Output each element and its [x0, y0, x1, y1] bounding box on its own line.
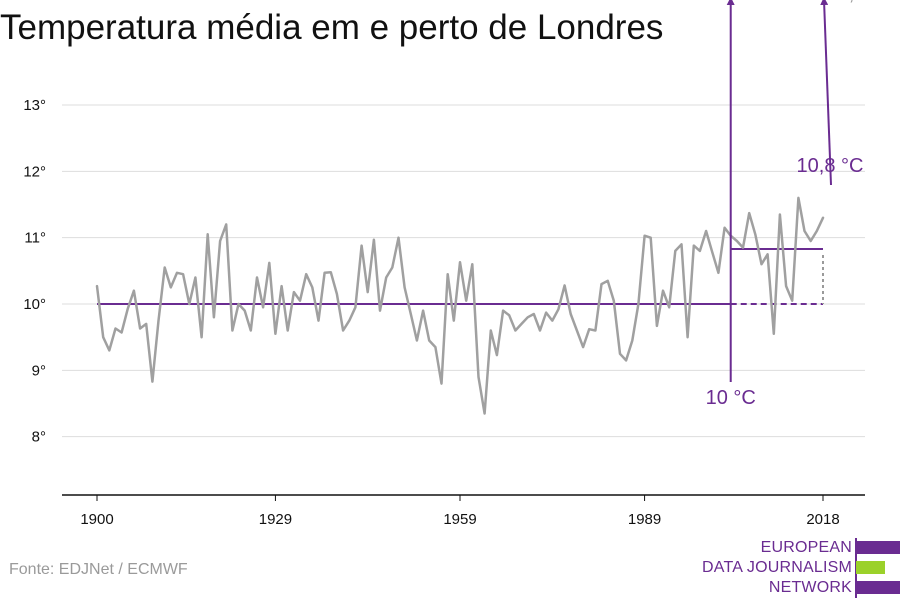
- y-tick-label-8: 8°: [32, 429, 46, 446]
- annotation-label-delta: +0,8°: [826, 0, 873, 5]
- y-tick-label-9: 9°: [32, 362, 46, 379]
- x-tick-label-1929: 1929: [259, 511, 292, 528]
- y-tick-label-10: 10°: [23, 296, 46, 313]
- x-axis: 1900 1929 1959 1989 2018: [62, 494, 865, 528]
- chart-title: Temperatura média em e perto de Londres: [0, 8, 664, 47]
- x-tick-label-1989: 1989: [628, 511, 661, 528]
- y-tick-label-11: 11°: [24, 230, 46, 247]
- logo-bar-2: [856, 561, 885, 574]
- x-tick-label-2018: 2018: [806, 511, 839, 528]
- edjnet-logo[interactable]: EUROPEAN DATA JOURNALISM NETWORK: [700, 538, 900, 598]
- logo-bar-3: [856, 581, 900, 594]
- y-tick-label-12: 12°: [23, 163, 46, 180]
- logo-line-1: EUROPEAN: [760, 539, 852, 556]
- logo-line-2: DATA JOURNALISM: [702, 559, 852, 576]
- annotation-label-10: 10 °C: [706, 387, 756, 409]
- series-layer: [95, 196, 825, 415]
- source-note: Fonte: EDJNet / ECMWF: [9, 561, 188, 578]
- x-tick-label-1900: 1900: [80, 511, 113, 528]
- y-tick-label-13: 13°: [23, 97, 46, 114]
- x-tick-label-1959: 1959: [443, 511, 476, 528]
- annotations: 10,8 °C10 °C+0,8°: [706, 0, 873, 409]
- logo-line-3: NETWORK: [768, 579, 852, 596]
- annotation-arrow-10-8: [820, 0, 832, 186]
- series-line-temperature: [95, 196, 825, 415]
- logo-bar-1: [856, 541, 900, 554]
- y-tick-labels: 8° 9° 10° 11° 12° 13°: [23, 97, 46, 446]
